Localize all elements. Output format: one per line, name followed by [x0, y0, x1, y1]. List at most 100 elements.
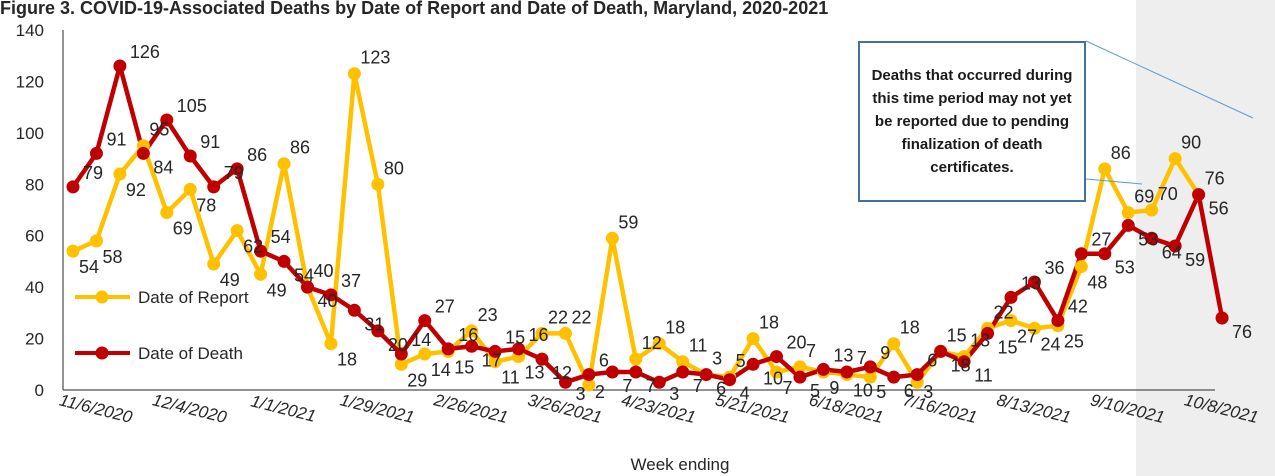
y-tick-label: 40: [25, 278, 44, 297]
data-point-date-of-death: [863, 360, 877, 374]
data-label-report: 70: [1158, 184, 1178, 204]
annotation-connector-lower: [1085, 178, 1143, 185]
data-label-death: 56: [1209, 199, 1229, 219]
data-label-death: 5: [810, 381, 820, 401]
data-label-report: 18: [759, 313, 779, 333]
data-label-report: 90: [1181, 133, 1201, 153]
annotation-box: Deaths that occurred during this time pe…: [858, 41, 1086, 202]
x-tick-label: 1/29/2021: [338, 390, 416, 427]
data-label-death: 20: [388, 335, 408, 355]
data-label-death: 18: [951, 355, 971, 375]
data-label-death: 7: [622, 376, 632, 396]
data-point-date-of-report: [676, 355, 690, 369]
data-label-death: 11: [974, 366, 993, 386]
data-label-report: 78: [196, 195, 216, 215]
data-label-death: 3: [575, 384, 585, 404]
data-point-date-of-death: [981, 326, 995, 340]
data-point-date-of-death: [699, 368, 713, 382]
data-label-death: 7: [857, 348, 867, 368]
data-label-death: 6: [927, 351, 937, 371]
data-point-date-of-report: [652, 337, 666, 351]
data-point-date-of-death: [1168, 239, 1182, 253]
data-label-report: 3: [712, 349, 722, 369]
data-label-death: 10: [763, 368, 783, 388]
data-label-death: 126: [130, 42, 160, 62]
data-point-date-of-death: [816, 362, 830, 376]
data-point-date-of-death: [957, 355, 971, 369]
data-label-report: 5: [876, 382, 886, 402]
data-point-date-of-death: [113, 59, 127, 73]
data-label-death: 31: [364, 314, 384, 334]
data-point-date-of-report: [254, 267, 268, 281]
data-point-date-of-report: [418, 347, 432, 361]
data-point-date-of-death: [230, 162, 244, 176]
data-label-report: 86: [290, 138, 310, 158]
data-label-death: 27: [435, 297, 455, 317]
data-label-death: 37: [341, 271, 361, 291]
data-label-report: 7: [783, 378, 793, 398]
data-label-report: 13: [525, 363, 545, 383]
data-point-date-of-death: [1192, 188, 1206, 202]
data-point-date-of-death: [746, 357, 760, 371]
data-point-date-of-death: [301, 280, 314, 294]
data-point-date-of-death: [183, 149, 197, 163]
data-label-report: 49: [220, 270, 240, 290]
data-label-report: 9: [829, 378, 839, 398]
data-point-date-of-death: [582, 368, 596, 382]
data-point-date-of-death: [89, 146, 103, 160]
data-point-date-of-report: [863, 370, 877, 384]
data-label-report: 80: [384, 158, 404, 178]
data-label-report: 76: [1205, 169, 1225, 189]
x-tick-label: 8/13/2021: [995, 390, 1073, 427]
data-label-report: 69: [1134, 187, 1154, 207]
data-point-date-of-death: [207, 180, 221, 194]
data-label-report: 3: [923, 382, 933, 402]
data-label-report: 54: [79, 257, 99, 277]
data-label-report: 22: [548, 307, 568, 327]
data-label-death: 91: [106, 129, 126, 149]
data-label-report: 58: [102, 247, 122, 267]
data-label-death: 86: [247, 145, 267, 165]
data-point-date-of-report: [66, 244, 80, 258]
data-point-date-of-death: [465, 339, 479, 353]
data-label-report: 95: [149, 120, 169, 140]
data-point-date-of-report: [277, 157, 291, 171]
data-label-death: 20: [787, 333, 807, 353]
annotation-connector: [1085, 40, 1254, 119]
data-point-date-of-report: [1168, 152, 1182, 166]
data-point-date-of-death: [418, 314, 432, 328]
data-label-report: 27: [1017, 327, 1037, 347]
data-point-date-of-report: [1121, 206, 1135, 220]
data-label-death: 14: [411, 330, 431, 350]
data-point-date-of-death: [1004, 290, 1018, 304]
data-label-death: 54: [271, 227, 291, 247]
x-tick-label: 3/26/2021: [526, 390, 604, 427]
data-point-date-of-report: [1027, 321, 1041, 335]
y-tick-label: 100: [16, 124, 44, 143]
data-label-death: 79: [83, 163, 103, 183]
data-point-date-of-report: [488, 355, 502, 369]
data-point-date-of-death: [1145, 231, 1159, 245]
x-tick-label: 12/4/2020: [151, 390, 230, 427]
data-point-date-of-death: [347, 303, 361, 317]
data-point-date-of-report: [347, 67, 361, 81]
data-point-date-of-death: [136, 146, 150, 160]
x-axis-title: Week ending: [631, 455, 730, 474]
data-label-report: 22: [994, 302, 1014, 322]
data-label-report: 15: [454, 357, 474, 377]
data-point-date-of-death: [441, 342, 455, 356]
data-point-date-of-death: [277, 254, 291, 268]
data-label-report: 29: [407, 370, 427, 390]
data-label-report: 22: [571, 307, 591, 327]
data-point-date-of-report: [558, 326, 572, 340]
data-label-death: 42: [1068, 297, 1088, 317]
data-label-report: 40: [314, 261, 334, 281]
data-label-death: 36: [1044, 258, 1064, 278]
data-point-date-of-death: [840, 365, 854, 379]
data-point-date-of-death: [1074, 247, 1088, 261]
legend-label-date-of-report: Date of Report: [138, 288, 249, 307]
data-label-report: 5: [736, 351, 746, 371]
data-label-death: 53: [1138, 229, 1158, 249]
data-label-report: 48: [1087, 273, 1107, 293]
